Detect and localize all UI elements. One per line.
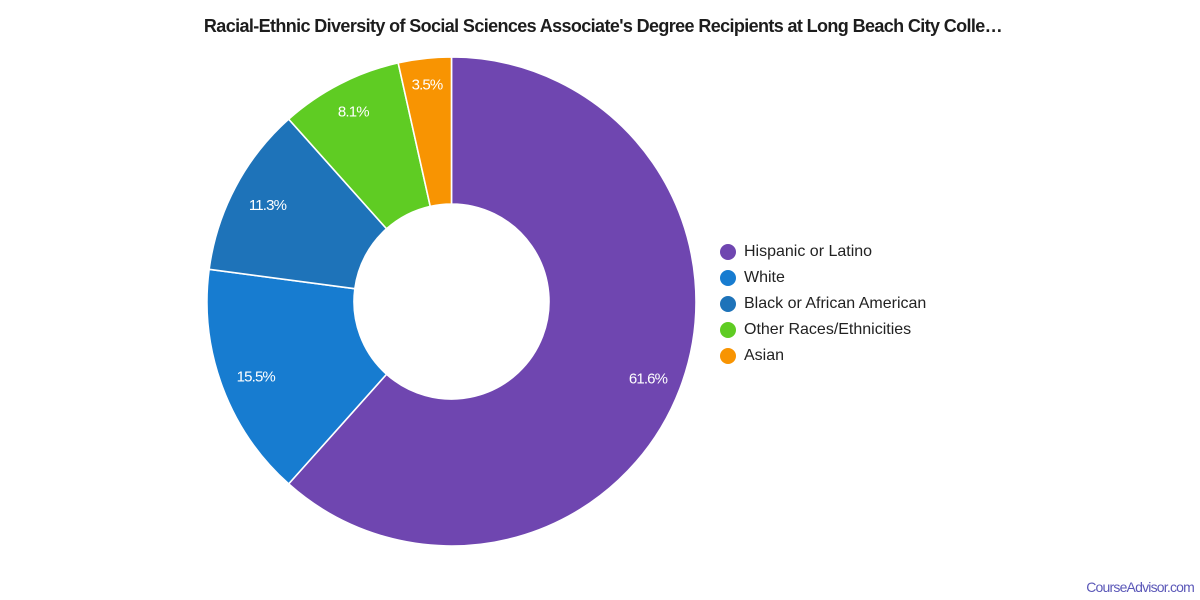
svg-text:15.5%: 15.5% [237, 368, 276, 385]
svg-text:3.5%: 3.5% [412, 77, 443, 94]
svg-text:8.1%: 8.1% [338, 104, 369, 121]
svg-text:61.6%: 61.6% [629, 371, 668, 388]
svg-text:11.3%: 11.3% [249, 197, 287, 214]
